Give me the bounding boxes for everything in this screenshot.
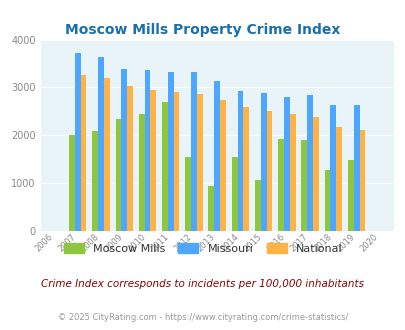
Bar	[359, 130, 364, 231]
Bar	[243, 107, 249, 231]
Bar	[81, 75, 86, 231]
Bar	[173, 92, 179, 231]
Bar	[277, 139, 284, 231]
Bar	[353, 105, 359, 231]
Bar	[139, 114, 144, 231]
Bar	[75, 53, 81, 231]
Bar	[324, 170, 330, 231]
Bar	[191, 72, 196, 231]
Bar	[266, 112, 272, 231]
Bar	[254, 180, 260, 231]
Bar	[98, 57, 104, 231]
Text: © 2025 CityRating.com - https://www.cityrating.com/crime-statistics/: © 2025 CityRating.com - https://www.city…	[58, 313, 347, 322]
Bar	[307, 95, 312, 231]
Bar	[214, 81, 220, 231]
Bar	[335, 127, 341, 231]
Bar	[196, 94, 202, 231]
Bar	[144, 70, 150, 231]
Bar	[312, 117, 318, 231]
Bar	[185, 157, 191, 231]
Bar	[162, 102, 167, 231]
Bar	[289, 114, 295, 231]
Bar	[121, 69, 127, 231]
Bar	[220, 100, 225, 231]
Bar	[167, 72, 173, 231]
Bar	[347, 160, 353, 231]
Bar	[208, 185, 214, 231]
Bar	[330, 105, 335, 231]
Bar	[92, 130, 98, 231]
Legend: Moscow Mills, Missouri, National: Moscow Mills, Missouri, National	[64, 243, 341, 254]
Text: Crime Index corresponds to incidents per 100,000 inhabitants: Crime Index corresponds to incidents per…	[41, 279, 364, 289]
Bar	[284, 97, 289, 231]
Bar	[260, 93, 266, 231]
Bar	[104, 78, 109, 231]
Bar	[237, 91, 243, 231]
Bar	[115, 118, 121, 231]
Bar	[231, 157, 237, 231]
Bar	[150, 90, 156, 231]
Bar	[301, 140, 307, 231]
Bar	[69, 135, 75, 231]
Text: Moscow Mills Property Crime Index: Moscow Mills Property Crime Index	[65, 23, 340, 37]
Bar	[127, 85, 133, 231]
